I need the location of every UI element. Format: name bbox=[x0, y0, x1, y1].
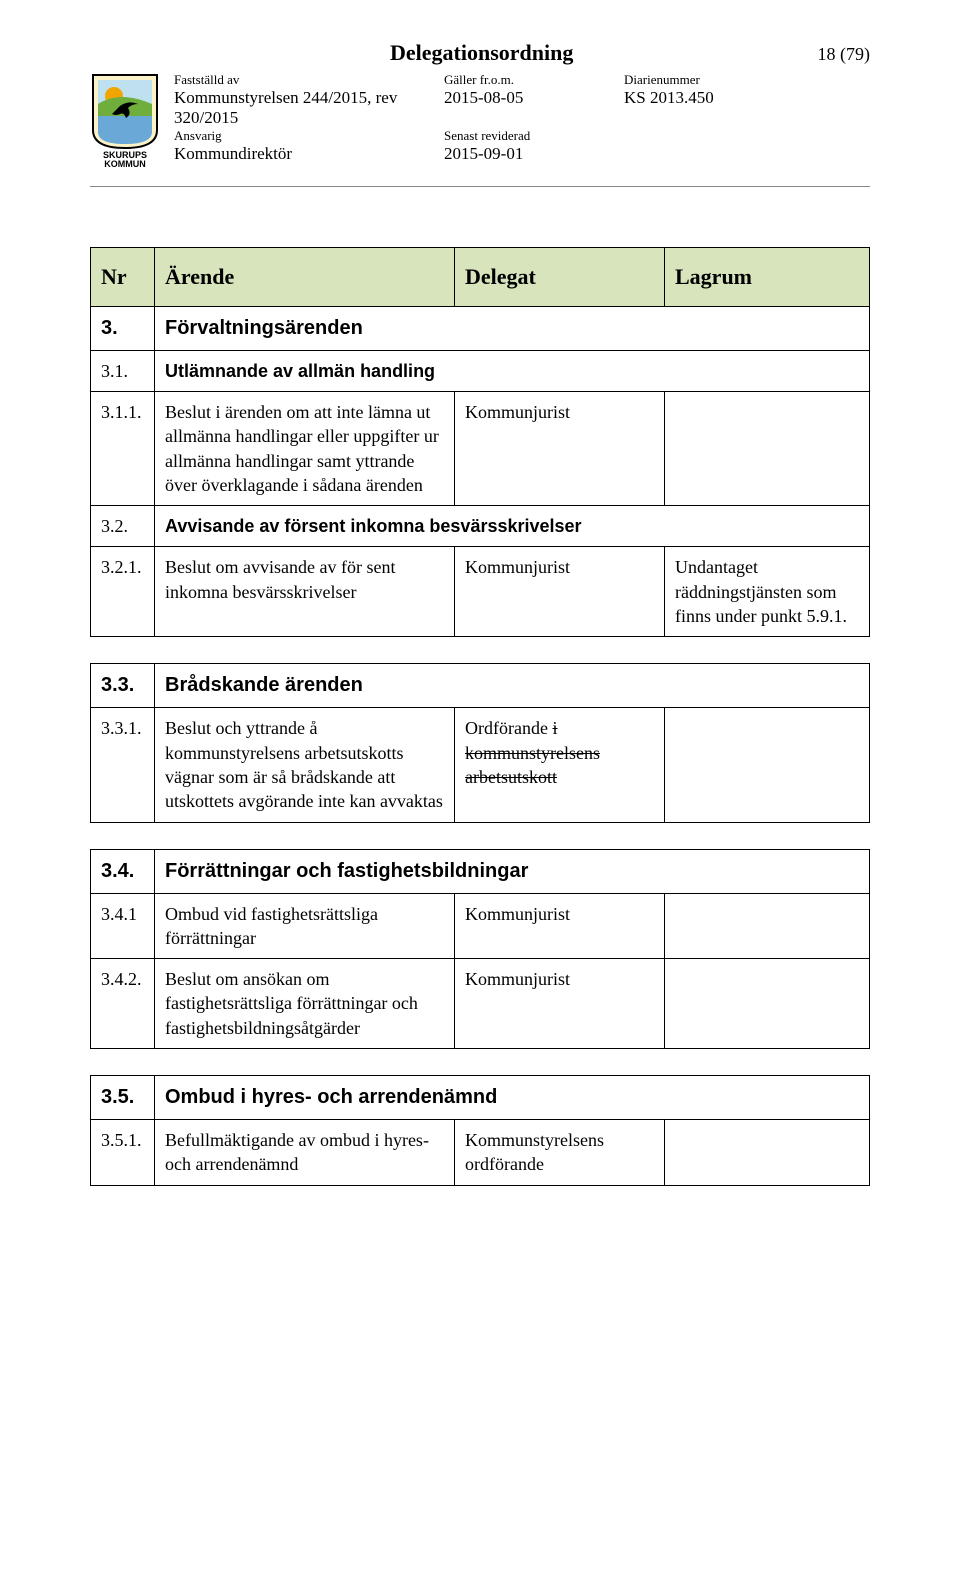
section-nr: 3.5. bbox=[91, 1076, 155, 1120]
table-header-cell: Delegat bbox=[455, 248, 665, 307]
item-arende: Ombud vid fastighetsrättsliga förrättnin… bbox=[155, 893, 455, 959]
meta-label-ansvarig: Ansvarig bbox=[174, 128, 444, 144]
meta-label-diarienummer: Diarienummer bbox=[624, 72, 804, 88]
item-arende: Beslut i ärenden om att inte lämna ut al… bbox=[155, 391, 455, 505]
item-arende: Beslut om ansökan om fastighetsrättsliga… bbox=[155, 959, 455, 1049]
table-header-cell: Nr bbox=[91, 248, 155, 307]
table-header-cell: Ärende bbox=[155, 248, 455, 307]
title-row: Delegationsordning 18 (79) bbox=[90, 40, 870, 66]
item-nr: 3.3.1. bbox=[91, 708, 155, 822]
table-header-row: NrÄrendeDelegatLagrum bbox=[91, 248, 870, 307]
table-row: 3.3.Brådskande ärenden bbox=[91, 664, 870, 708]
metadata-grid: Fastställd av Gäller fr.o.m. Diarienumme… bbox=[174, 72, 804, 164]
section-title: Förvaltningsärenden bbox=[155, 306, 870, 350]
table-row: 3.1.1.Beslut i ärenden om att inte lämna… bbox=[91, 391, 870, 505]
table-row: 3.4.1Ombud vid fastighetsrättsliga förrä… bbox=[91, 893, 870, 959]
item-delegat: Kommunstyrelsens ordförande bbox=[455, 1120, 665, 1186]
item-delegat: Ordförande i kommunstyrelsens arbetsutsk… bbox=[455, 708, 665, 822]
meta-label-faststalld: Fastställd av bbox=[174, 72, 444, 88]
page: Delegationsordning 18 (79) SKURUPS KOMMU… bbox=[0, 0, 960, 1246]
meta-val-reviderad: 2015-09-01 bbox=[444, 144, 624, 164]
item-delegat: Kommunjurist bbox=[455, 547, 665, 637]
section-title: Ombud i hyres- och arrendenämnd bbox=[155, 1076, 870, 1120]
page-indicator: 18 (79) bbox=[818, 44, 871, 65]
item-lagrum bbox=[665, 959, 870, 1049]
section-nr: 3. bbox=[91, 306, 155, 350]
meta-val-ansvarig: Kommundirektör bbox=[174, 144, 444, 164]
table-row: 3.4.2.Beslut om ansökan om fastighetsrät… bbox=[91, 959, 870, 1049]
item-lagrum: Undantaget räddningstjänsten som finns u… bbox=[665, 547, 870, 637]
item-nr: 3.1.1. bbox=[91, 391, 155, 505]
meta-label-galler: Gäller fr.o.m. bbox=[444, 72, 624, 88]
table-row: 3.5.1.Befullmäktigande av ombud i hyres-… bbox=[91, 1120, 870, 1186]
item-nr: 3.5.1. bbox=[91, 1120, 155, 1186]
item-nr: 3.2.1. bbox=[91, 547, 155, 637]
table-row: 3.2.1.Beslut om avvisande av för sent in… bbox=[91, 547, 870, 637]
section-nr: 3.4. bbox=[91, 849, 155, 893]
table-row: 3.5.Ombud i hyres- och arrendenämnd bbox=[91, 1076, 870, 1120]
section-title: Förrättningar och fastighetsbildningar bbox=[155, 849, 870, 893]
table-gap bbox=[90, 1049, 870, 1075]
item-arende: Befullmäktigande av ombud i hyres- och a… bbox=[155, 1120, 455, 1186]
table-gap bbox=[90, 637, 870, 663]
item-arende: Beslut om avvisande av för sent inkomna … bbox=[155, 547, 455, 637]
table-row: 3.2.Avvisande av försent inkomna besvärs… bbox=[91, 506, 870, 547]
meta-val-galler: 2015-08-05 bbox=[444, 88, 624, 108]
item-delegat: Kommunjurist bbox=[455, 391, 665, 505]
item-nr: 3.4.1 bbox=[91, 893, 155, 959]
section-title: Brådskande ärenden bbox=[155, 664, 870, 708]
table-row: 3.3.1.Beslut och yttrande å kommunstyrel… bbox=[91, 708, 870, 822]
municipality-logo: SKURUPS KOMMUN bbox=[90, 72, 160, 168]
item-nr: 3.4.2. bbox=[91, 959, 155, 1049]
meta-val-faststalld-2: 320/2015 bbox=[174, 108, 444, 128]
document-title: Delegationsordning bbox=[90, 40, 758, 66]
delegation-table: 3.3.Brådskande ärenden3.3.1.Beslut och y… bbox=[90, 663, 870, 822]
subsection-nr: 3.2. bbox=[91, 506, 155, 547]
table-header-cell: Lagrum bbox=[665, 248, 870, 307]
item-lagrum bbox=[665, 1120, 870, 1186]
logo-svg: SKURUPS KOMMUN bbox=[90, 72, 160, 168]
delegation-table: 3.4.Förrättningar och fastighetsbildning… bbox=[90, 849, 870, 1049]
subsection-title: Avvisande av försent inkomna besvärsskri… bbox=[155, 506, 870, 547]
meta-val-faststalld-1: Kommunstyrelsen 244/2015, rev bbox=[174, 88, 444, 108]
subsection-title: Utlämnande av allmän handling bbox=[155, 350, 870, 391]
table-gap bbox=[90, 823, 870, 849]
table-row: 3.Förvaltningsärenden bbox=[91, 306, 870, 350]
divider bbox=[90, 186, 870, 187]
item-delegat: Kommunjurist bbox=[455, 893, 665, 959]
item-lagrum bbox=[665, 391, 870, 505]
meta-val-diarienummer: KS 2013.450 bbox=[624, 88, 804, 108]
delegation-table: NrÄrendeDelegatLagrum3.Förvaltningsärend… bbox=[90, 247, 870, 637]
table-row: 3.4.Förrättningar och fastighetsbildning… bbox=[91, 849, 870, 893]
header-block: SKURUPS KOMMUN Fastställd av Gäller fr.o… bbox=[90, 72, 870, 168]
item-delegat: Kommunjurist bbox=[455, 959, 665, 1049]
delegation-table: 3.5.Ombud i hyres- och arrendenämnd3.5.1… bbox=[90, 1075, 870, 1186]
table-row: 3.1.Utlämnande av allmän handling bbox=[91, 350, 870, 391]
section-nr: 3.3. bbox=[91, 664, 155, 708]
svg-text:KOMMUN: KOMMUN bbox=[104, 159, 146, 168]
subsection-nr: 3.1. bbox=[91, 350, 155, 391]
delegation-table-container: NrÄrendeDelegatLagrum3.Förvaltningsärend… bbox=[90, 247, 870, 1186]
item-lagrum bbox=[665, 708, 870, 822]
item-arende: Beslut och yttrande å kommunstyrelsens a… bbox=[155, 708, 455, 822]
item-lagrum bbox=[665, 893, 870, 959]
meta-label-reviderad: Senast reviderad bbox=[444, 128, 624, 144]
